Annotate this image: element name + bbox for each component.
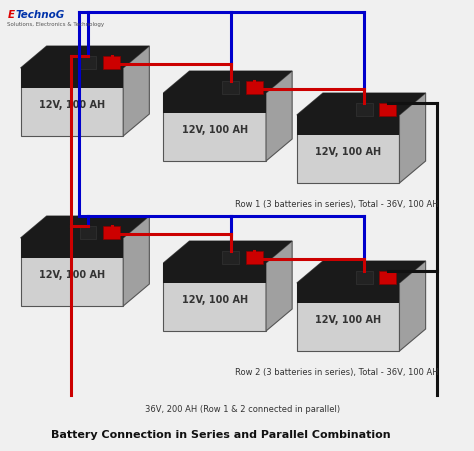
Polygon shape [103,226,120,239]
Text: Battery Connection in Series and Parallel Combination: Battery Connection in Series and Paralle… [51,430,391,440]
Polygon shape [222,81,239,94]
Polygon shape [20,238,123,306]
Polygon shape [123,46,149,136]
Polygon shape [164,263,266,283]
Polygon shape [246,251,263,264]
Polygon shape [123,216,149,306]
Polygon shape [164,71,292,93]
Polygon shape [80,226,96,239]
Text: 36V, 200 AH (Row 1 & 2 connected in parallel): 36V, 200 AH (Row 1 & 2 connected in para… [145,405,340,414]
Polygon shape [379,271,396,284]
Text: E: E [8,10,15,20]
Polygon shape [103,56,120,69]
Text: 12V, 100 AH: 12V, 100 AH [39,101,105,110]
Polygon shape [356,271,373,284]
Text: 12V, 100 AH: 12V, 100 AH [315,315,381,326]
Polygon shape [164,241,292,263]
Text: Row 2 (3 batteries in series), Total - 36V, 100 AH: Row 2 (3 batteries in series), Total - 3… [235,368,439,377]
Text: 12V, 100 AH: 12V, 100 AH [182,125,248,135]
Polygon shape [20,68,123,88]
Polygon shape [20,216,149,238]
Text: 12V, 100 AH: 12V, 100 AH [182,295,248,305]
Polygon shape [20,68,123,136]
Polygon shape [20,238,123,258]
Polygon shape [164,93,266,161]
Polygon shape [80,56,96,69]
Text: 12V, 100 AH: 12V, 100 AH [315,147,381,157]
Polygon shape [164,241,292,263]
Polygon shape [297,261,426,283]
Polygon shape [164,93,266,113]
Polygon shape [164,71,292,93]
Polygon shape [379,103,396,116]
Polygon shape [297,93,426,115]
Text: Solutions, Electronics & Technology: Solutions, Electronics & Technology [8,22,105,27]
Polygon shape [222,251,239,264]
Polygon shape [356,103,373,116]
Polygon shape [20,216,149,238]
Polygon shape [297,283,400,303]
Polygon shape [246,81,263,94]
Text: TechnoG: TechnoG [16,10,65,20]
Polygon shape [297,115,400,135]
Polygon shape [20,46,149,68]
Polygon shape [297,261,426,283]
Polygon shape [20,46,149,68]
Polygon shape [400,93,426,183]
Polygon shape [297,93,426,115]
Polygon shape [297,283,400,351]
Text: Row 1 (3 batteries in series), Total - 36V, 100 AH: Row 1 (3 batteries in series), Total - 3… [235,200,439,209]
Polygon shape [266,241,292,331]
Polygon shape [297,115,400,183]
Text: 12V, 100 AH: 12V, 100 AH [39,271,105,281]
Polygon shape [266,71,292,161]
Polygon shape [164,263,266,331]
Polygon shape [400,261,426,351]
